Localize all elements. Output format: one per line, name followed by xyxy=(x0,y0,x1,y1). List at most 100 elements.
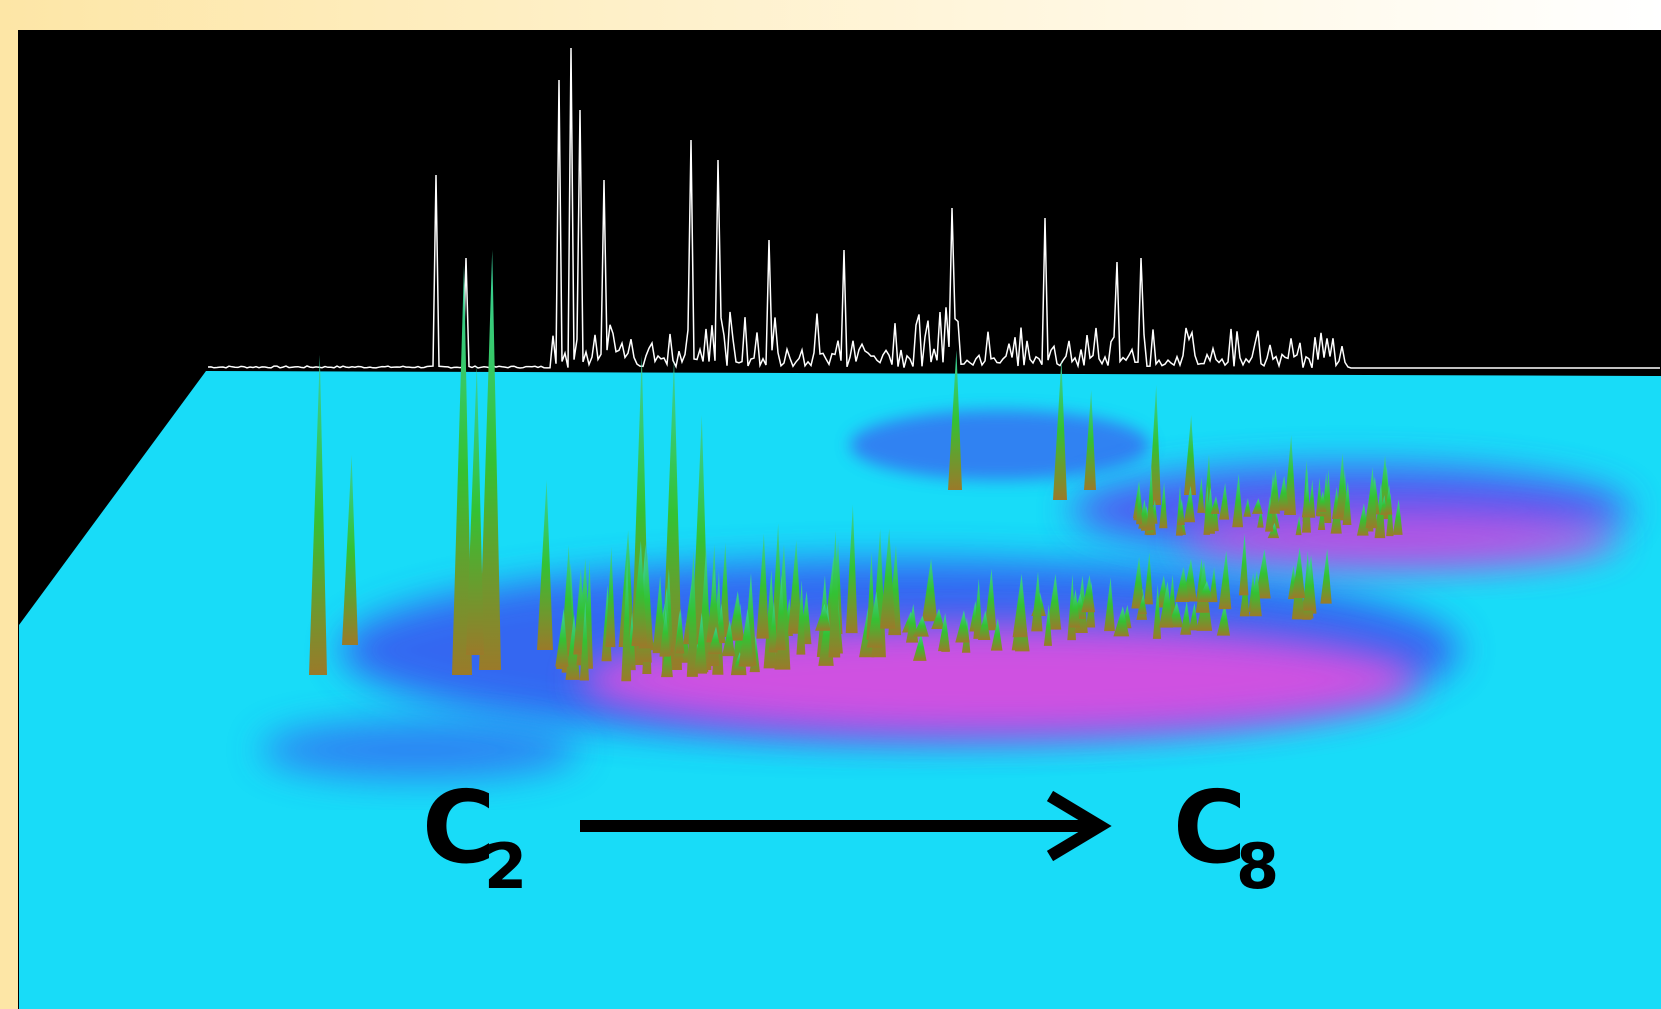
peak xyxy=(828,530,841,658)
peak xyxy=(1197,477,1205,513)
peak xyxy=(768,601,778,653)
peak xyxy=(1320,548,1332,604)
peak xyxy=(1136,486,1143,525)
peak xyxy=(537,480,553,650)
peak xyxy=(662,360,682,670)
label-start: C xyxy=(422,769,495,886)
label-start-sub: 2 xyxy=(484,830,527,903)
peak xyxy=(565,614,580,680)
peak xyxy=(1043,604,1053,646)
label-end: C xyxy=(1173,769,1246,886)
label-end-sub: 8 xyxy=(1236,830,1279,903)
peak xyxy=(1342,481,1352,525)
peak xyxy=(728,590,745,641)
peak xyxy=(938,612,950,652)
peak xyxy=(955,610,970,643)
peak xyxy=(796,580,806,655)
peak xyxy=(1384,484,1393,515)
peak xyxy=(1216,603,1230,636)
peak xyxy=(788,540,802,634)
peak xyxy=(573,567,586,655)
peak xyxy=(1197,580,1214,602)
peak xyxy=(1336,457,1347,517)
peak xyxy=(1137,594,1147,615)
peak xyxy=(693,612,708,674)
peaks xyxy=(309,250,1403,682)
peak xyxy=(1265,495,1274,532)
peak xyxy=(605,546,616,648)
peak xyxy=(1031,571,1043,632)
peak xyxy=(1177,498,1185,525)
peak xyxy=(931,608,945,630)
peak xyxy=(652,575,666,654)
peak xyxy=(342,455,358,645)
peak xyxy=(880,528,896,629)
peak xyxy=(1208,567,1218,603)
peak xyxy=(948,350,962,490)
peak xyxy=(775,574,786,651)
peak xyxy=(1238,533,1249,596)
peak xyxy=(1175,566,1190,602)
peak xyxy=(479,250,501,670)
peak xyxy=(1219,482,1230,520)
peak xyxy=(1291,547,1305,598)
peak xyxy=(1131,556,1145,609)
peak xyxy=(1269,468,1280,514)
peak xyxy=(1317,491,1327,512)
peak xyxy=(1046,573,1062,630)
peak xyxy=(1284,435,1296,515)
peak xyxy=(555,612,569,667)
peak xyxy=(1012,573,1028,638)
peak xyxy=(1159,482,1168,529)
peak xyxy=(1374,482,1386,539)
peak xyxy=(866,591,883,648)
peak xyxy=(977,610,991,641)
peak xyxy=(1255,549,1271,599)
surface-band xyxy=(260,720,580,780)
peak xyxy=(912,633,927,661)
peak xyxy=(1257,507,1264,528)
peak xyxy=(631,540,648,646)
peak xyxy=(466,365,484,655)
peak xyxy=(1365,467,1378,529)
peak xyxy=(973,578,983,639)
peak xyxy=(738,608,754,667)
peak xyxy=(912,615,929,637)
peak xyxy=(921,558,938,622)
chromatogram-trace xyxy=(207,47,1660,369)
peak xyxy=(1180,601,1192,635)
peak xyxy=(452,265,472,675)
peak xyxy=(1068,589,1081,628)
peak xyxy=(1146,465,1155,531)
peak xyxy=(815,603,831,631)
peak xyxy=(732,652,745,673)
peak xyxy=(1104,577,1115,632)
peak xyxy=(1249,570,1262,617)
peak xyxy=(1392,499,1403,535)
peak xyxy=(659,608,671,657)
peak xyxy=(1084,390,1096,490)
peak xyxy=(1081,574,1096,613)
peak xyxy=(1188,602,1199,631)
peak xyxy=(721,620,736,657)
peak xyxy=(984,568,997,631)
surface-band xyxy=(1180,510,1620,570)
peak xyxy=(579,601,589,681)
peak xyxy=(309,355,327,675)
peak xyxy=(1232,473,1244,528)
peak xyxy=(1113,606,1130,637)
peak xyxy=(1184,415,1196,495)
peak xyxy=(1267,523,1280,539)
peak xyxy=(1301,561,1316,611)
peak xyxy=(1144,552,1153,605)
peak xyxy=(1218,550,1232,610)
peak xyxy=(675,608,685,654)
peak xyxy=(621,557,632,682)
surface-band xyxy=(850,410,1150,480)
peak xyxy=(1243,498,1251,517)
peak xyxy=(1183,485,1196,523)
peak xyxy=(1301,481,1311,518)
peak xyxy=(1295,516,1302,536)
peak xyxy=(1251,498,1263,514)
